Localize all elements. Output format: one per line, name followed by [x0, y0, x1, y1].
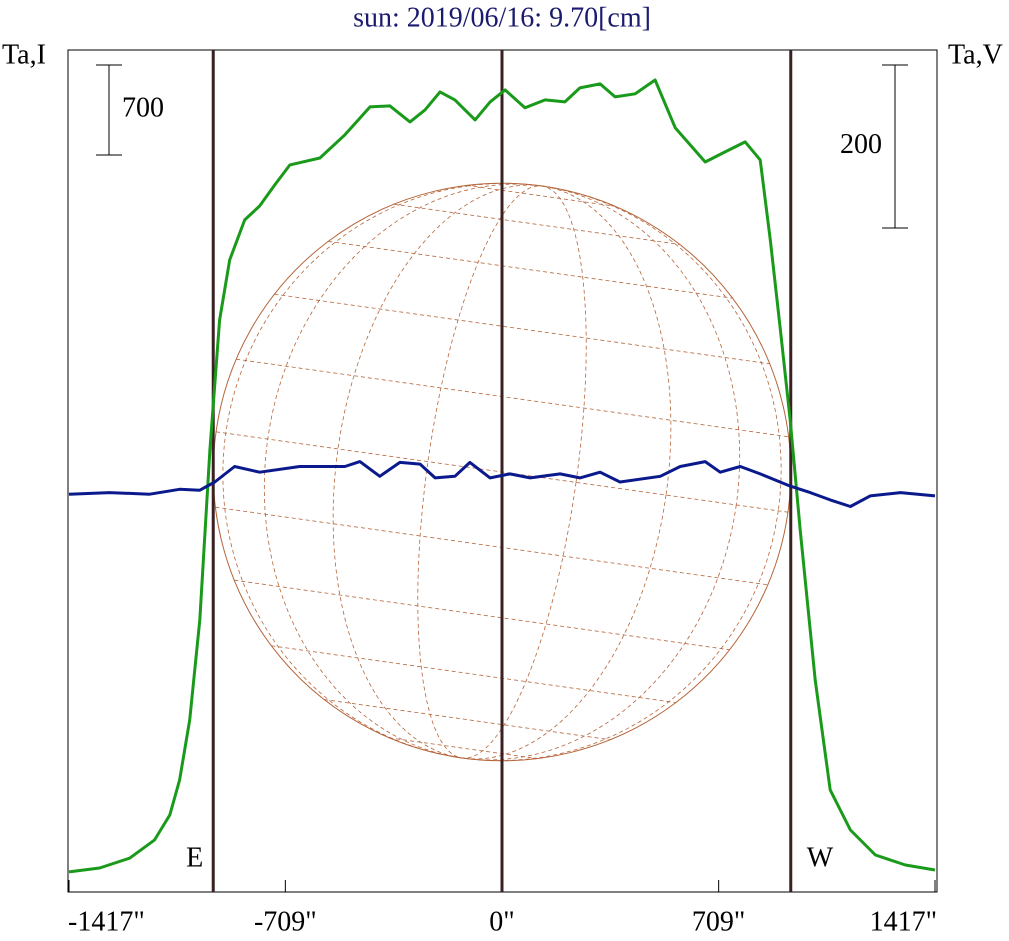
west-label: W [807, 842, 834, 873]
disk-parallel [393, 203, 680, 245]
disk-parallel [466, 184, 615, 207]
x-tick-label: 1417" [870, 906, 937, 937]
disk-parallel [215, 506, 768, 586]
disk-parallel [324, 699, 611, 741]
disk-meridian [332, 184, 672, 760]
series-line [68, 460, 936, 508]
x-tick-label: 0" [489, 906, 514, 937]
series-line [68, 78, 936, 874]
scale-bar-y-label: 700 [122, 92, 164, 123]
chart-title: sun: 2019/06/16: 9.70[cm] [353, 2, 651, 33]
x-tick-label: -709" [254, 906, 317, 937]
disk-parallel [389, 737, 538, 760]
scale-bar-y2-label: 200 [840, 129, 882, 160]
x-tick-label: 709" [692, 906, 745, 937]
y-axis-label: Ta,I [2, 39, 46, 70]
disk-parallel [234, 579, 730, 651]
y2-axis-label: Ta,V [948, 39, 1003, 70]
disk-parallel [274, 293, 770, 365]
disk-parallel [236, 358, 789, 438]
disk-parallel [271, 645, 676, 704]
disk-parallel [328, 240, 733, 299]
x-tick-label: -1417" [68, 906, 145, 937]
east-label: E [186, 842, 203, 873]
